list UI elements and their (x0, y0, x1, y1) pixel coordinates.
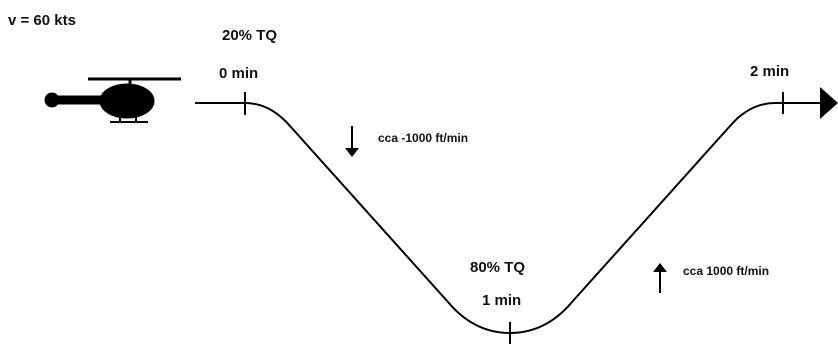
time-label: 0 min (219, 65, 258, 82)
torque-label: 80% TQ (470, 259, 525, 276)
rate-label: cca 1000 ft/min (683, 264, 769, 278)
rate-label: cca -1000 ft/min (378, 131, 468, 145)
tail-rotor (45, 93, 59, 107)
speed-label: v = 60 kts (8, 12, 76, 29)
time-label: 1 min (482, 292, 521, 309)
torque-label: 20% TQ (222, 27, 277, 44)
background (0, 0, 838, 344)
fuselage (100, 84, 154, 118)
diagram: v = 60 kts 20% TQ 0 min cca -1000 ft/min… (0, 0, 838, 344)
time-label: 2 min (750, 63, 789, 80)
